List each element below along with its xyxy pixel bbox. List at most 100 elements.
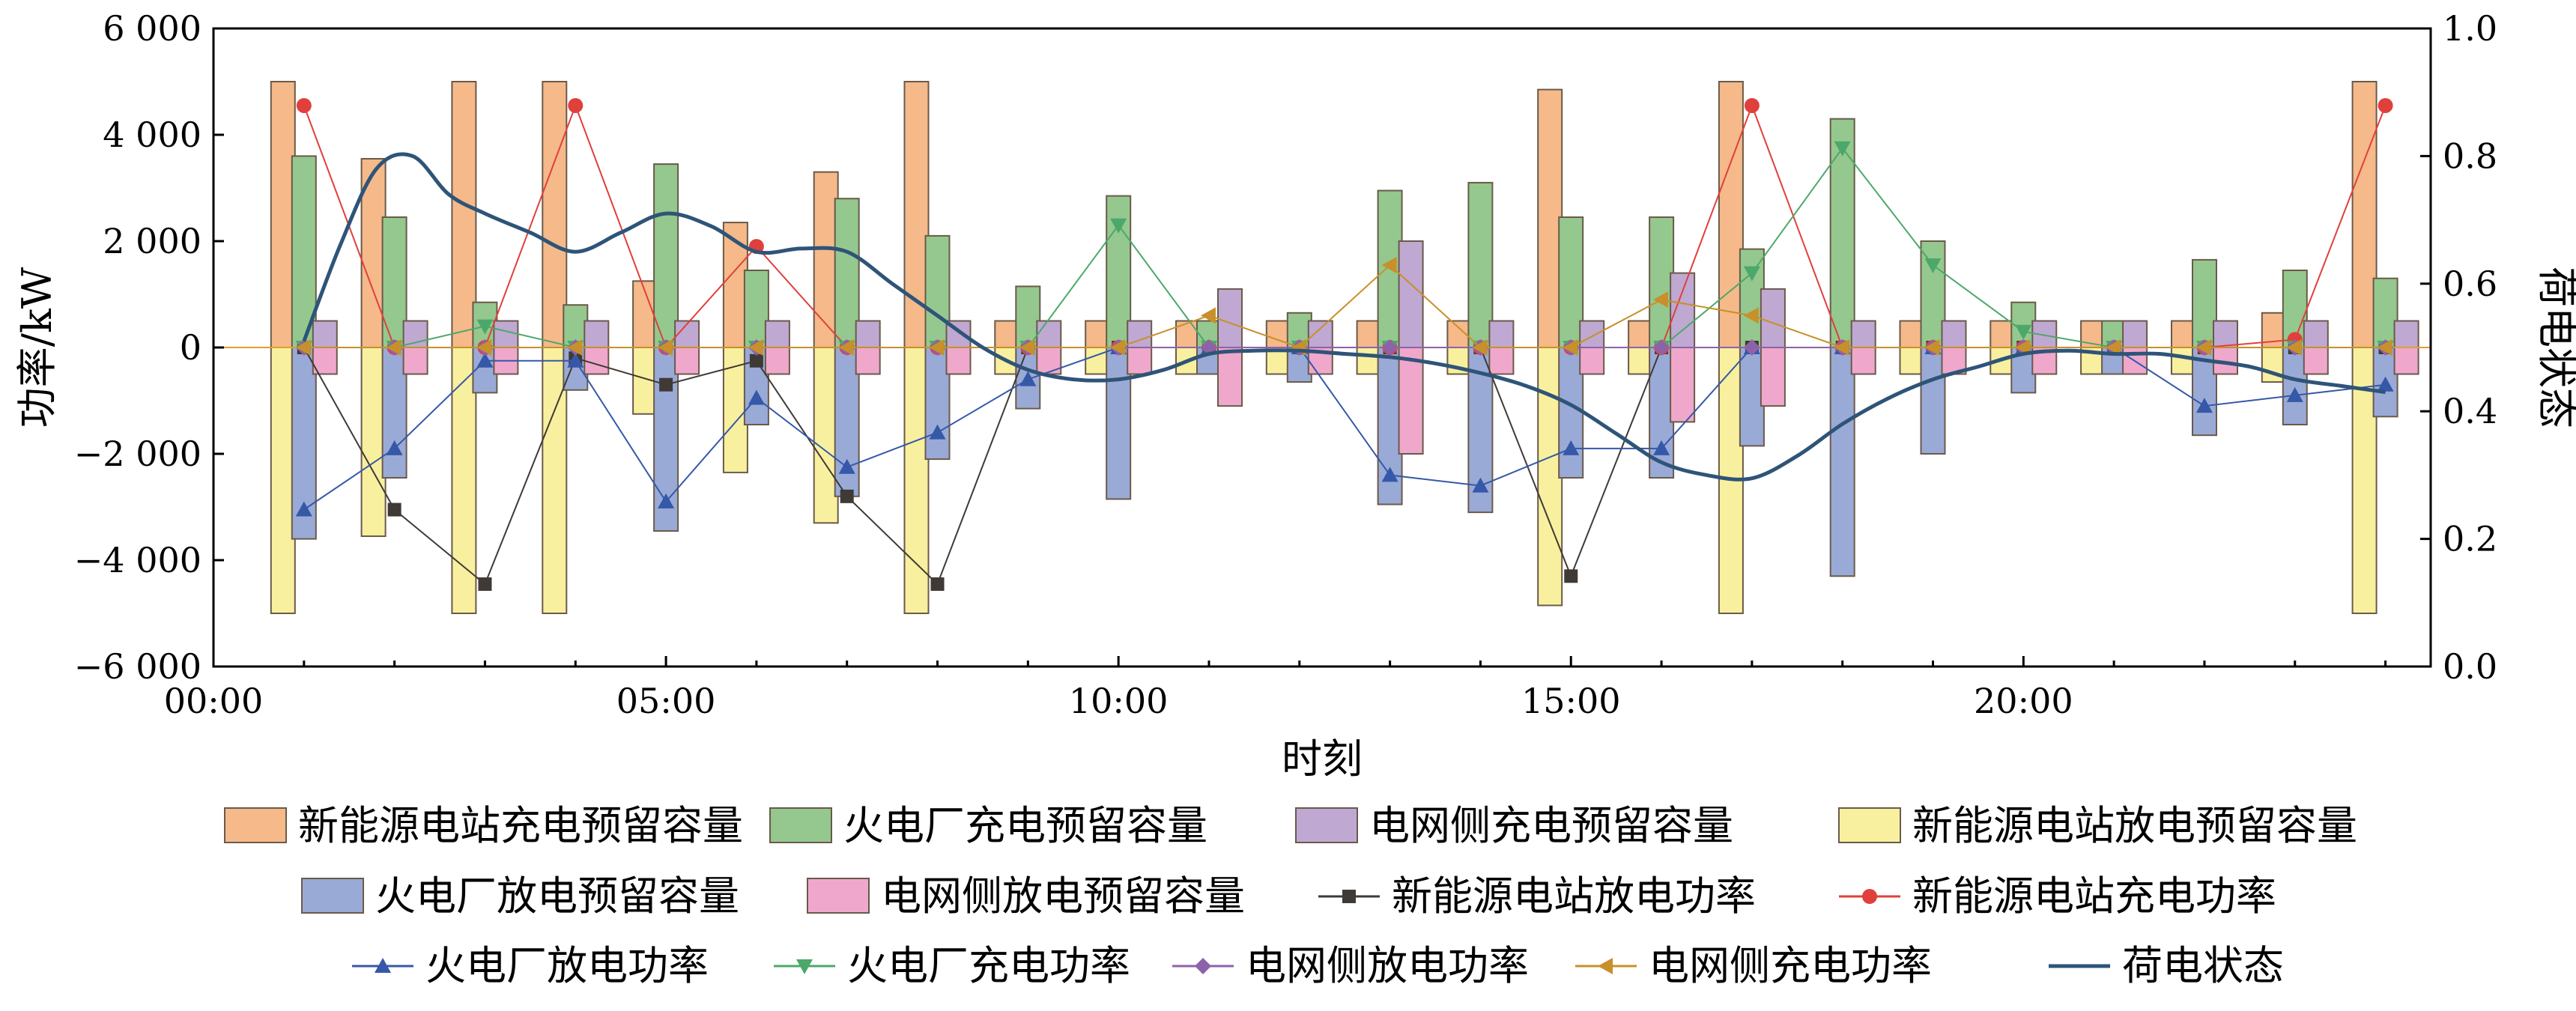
legend-label-s11: 电网侧放电功率	[1246, 942, 1529, 989]
line-marks	[295, 97, 2394, 591]
bar-s4-h8	[903, 347, 930, 614]
legend-swatch-s6	[807, 878, 870, 914]
y-tick-label: 0	[180, 327, 201, 368]
point-s12-h3	[476, 339, 492, 356]
bar-s3-h24	[2393, 320, 2419, 348]
point-s12-h6	[748, 339, 763, 356]
point-s12-h18	[1834, 339, 1849, 356]
bar-s2-h18	[1829, 118, 1855, 348]
y2-tick-label: 0.6	[2443, 264, 2497, 304]
legend-item-s11: 电网侧放电功率	[1172, 942, 1529, 989]
point-s10-h3	[476, 319, 494, 335]
point-s9-h23	[2286, 386, 2303, 402]
point-s7-h8	[930, 577, 945, 591]
y2-tick-label: 0.8	[2443, 136, 2497, 176]
legend-label-s1: 新能源电站充电预留容量	[298, 802, 743, 849]
bar-s2-h17	[1739, 248, 1765, 348]
bar-s3-h17	[1760, 288, 1786, 348]
point-s10-h10	[1110, 218, 1127, 234]
legend-item-s8: 新能源电站充电功率	[1839, 872, 2276, 920]
point-s12-h24	[2377, 339, 2392, 356]
point-s12-h19	[1924, 339, 1940, 356]
point-s9-h16	[1653, 440, 1670, 455]
bar-s2-h24	[2372, 277, 2398, 349]
legend-item-s6: 电网侧放电预留容量	[807, 872, 1245, 920]
legend-swatch-s2	[769, 807, 832, 843]
bar-s6-h8	[945, 347, 972, 375]
bar-s6-h4	[584, 347, 610, 375]
bar-s6-h16	[1670, 347, 1696, 423]
bar-s1-h10	[1085, 320, 1111, 348]
legend-item-s9: 火电厂放电功率	[352, 942, 709, 989]
bar-s6-h7	[855, 347, 881, 375]
bar-s3-h21	[2122, 320, 2148, 348]
x-tick-label: 05:00	[616, 681, 716, 721]
legend-label-s12: 电网侧充电功率	[1649, 942, 1932, 989]
bar-s6-h24	[2393, 347, 2419, 375]
bar-s1-h22	[2171, 320, 2196, 348]
bar-s1-h24	[2351, 81, 2378, 348]
y-tick-label: −2 000	[74, 434, 201, 474]
bar-s3-h6	[764, 320, 790, 348]
point-s12-h22	[2195, 339, 2211, 356]
x-axis-title: 时刻	[1282, 735, 1363, 783]
legend-label-s13: 荷电状态	[2122, 942, 2284, 989]
point-s7-h6	[749, 353, 763, 368]
legend-marker-s7	[1342, 890, 1356, 903]
point-s12-h14	[1472, 339, 1488, 356]
point-s12-h2	[386, 339, 401, 356]
bar-s6-h17	[1760, 347, 1786, 407]
point-s10-h17	[1743, 266, 1760, 282]
point-s9-h1	[295, 501, 312, 517]
y-axis-title: 功率/kW	[13, 267, 61, 428]
bar-s6-h15	[1579, 347, 1605, 375]
point-s8-h4	[568, 97, 584, 113]
bar-s6-h10	[1127, 347, 1153, 375]
point-s12-h17	[1743, 307, 1759, 324]
x-tick-label: 10:00	[1069, 681, 1169, 721]
point-s11-h17	[1743, 339, 1760, 356]
bar-s3-h5	[674, 320, 700, 348]
point-s10-h19	[1924, 258, 1942, 273]
point-s12-h13	[1381, 256, 1397, 273]
legend-label-s7: 新能源电站放电功率	[1392, 872, 1756, 920]
bar-s5-h15	[1558, 347, 1584, 479]
point-s12-h7	[838, 339, 854, 356]
legend-item-s7: 新能源电站放电功率	[1318, 872, 1756, 920]
line-s12	[303, 264, 2386, 349]
bar-s5-h19	[1920, 347, 1946, 455]
point-s12-h16	[1653, 291, 1669, 309]
bar-s3-h9	[1036, 320, 1062, 348]
bar-s1-h1	[270, 81, 296, 348]
bar-s3-h12	[1307, 320, 1333, 348]
point-s12-h15	[1563, 339, 1578, 356]
point-s9-h7	[838, 458, 855, 474]
legend-item-s2: 火电厂充电预留容量	[769, 802, 1207, 849]
legend-label-s4: 新能源电站放电预留容量	[1912, 802, 2357, 849]
legend-item-s5: 火电厂放电预留容量	[301, 872, 739, 920]
y-tick-label: −6 000	[74, 646, 201, 687]
point-s12-h8	[929, 339, 945, 356]
point-s12-h9	[1019, 339, 1035, 356]
y-tick-label: −4 000	[74, 540, 201, 580]
bar-s4-h3	[451, 347, 477, 614]
legend-label-s8: 新能源电站充电功率	[1912, 872, 2276, 920]
bar-s3-h13	[1398, 240, 1424, 348]
legend-marker-s8	[1862, 889, 1877, 904]
bar-s6-h2	[402, 347, 428, 375]
point-s12-h5	[658, 339, 673, 356]
point-s9-h6	[748, 389, 765, 405]
point-s9-h8	[929, 424, 946, 440]
bar-s4-h16	[1628, 347, 1654, 375]
bar-s5-h2	[381, 347, 407, 479]
point-s7-h3	[478, 577, 492, 591]
bar-s1-h3	[451, 81, 477, 348]
bar-s6-h6	[764, 347, 790, 375]
bar-s1-h14	[1446, 320, 1473, 348]
point-s12-h1	[295, 339, 311, 356]
point-s8-h17	[1744, 97, 1760, 113]
point-s9-h15	[1563, 440, 1580, 455]
bar-s6-h5	[674, 347, 700, 375]
y-tick-label: 4 000	[103, 115, 201, 155]
bar-s3-h2	[402, 320, 428, 348]
